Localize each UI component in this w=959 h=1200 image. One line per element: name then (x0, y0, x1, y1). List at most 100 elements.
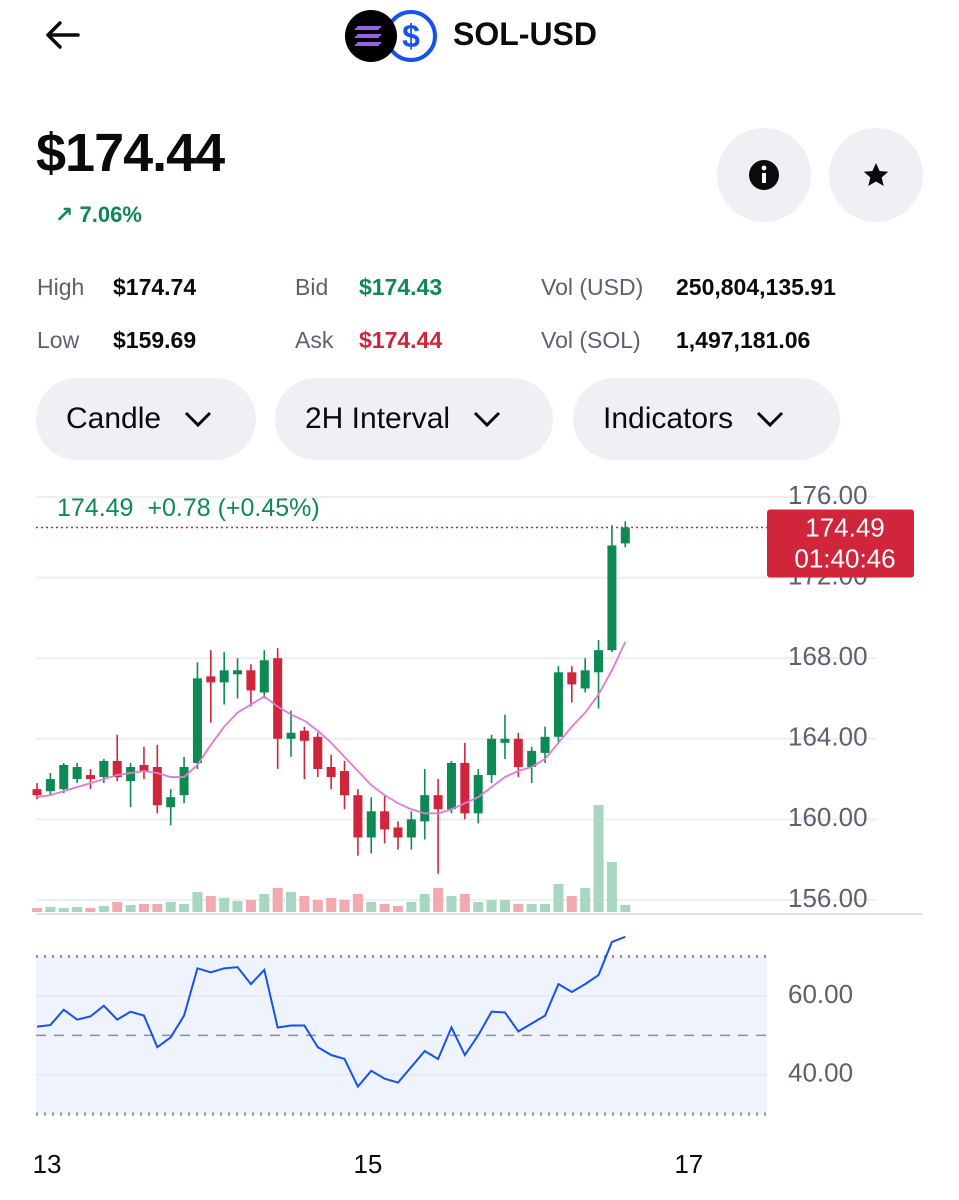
volume-bar (312, 900, 323, 912)
candle-body (152, 766, 162, 806)
candle-body (366, 811, 376, 838)
legend-change: +0.78 (147, 494, 211, 522)
volume-bar (232, 901, 243, 912)
candle-body (246, 670, 256, 691)
volume-bar (272, 888, 283, 912)
candle-body (192, 678, 202, 763)
volume-bar (138, 904, 149, 912)
volume-bar (526, 904, 537, 912)
volume-bar (165, 902, 176, 912)
volume-bar (540, 904, 551, 912)
x-tick-label: 17 (674, 1149, 703, 1179)
x-tick-label: 13 (33, 1149, 62, 1179)
volume-bar (219, 898, 230, 912)
candle-body (420, 795, 430, 822)
control-pill[interactable]: Candle (36, 378, 256, 460)
info-button[interactable] (717, 128, 811, 222)
volume-bar (259, 894, 270, 912)
candle-body (594, 650, 604, 673)
candle-body (607, 545, 617, 651)
candle-body (85, 775, 95, 780)
control-label: Indicators (603, 402, 734, 435)
candle-body (473, 775, 483, 814)
volume-bar (406, 902, 417, 912)
volume-bar (152, 904, 163, 912)
volume-bar (446, 896, 457, 912)
y-tick-label: 40.00 (788, 1058, 853, 1088)
svg-text:$: $ (402, 18, 420, 54)
volume-bar (459, 894, 470, 912)
chevron (757, 411, 784, 428)
legend-close: 174.49 (57, 494, 134, 522)
candle-body (446, 762, 456, 810)
volume-bar (85, 908, 96, 912)
y-tick-label: 164.00 (788, 722, 868, 752)
volume-bar (499, 900, 510, 912)
control-pill[interactable]: 2H Interval (275, 378, 553, 460)
candle-body (286, 732, 296, 739)
countdown-label: 01:40:46 (794, 543, 895, 573)
volume-bar (379, 904, 390, 912)
candle-body (460, 762, 470, 814)
price-change: ↗ 7.06% (55, 202, 142, 227)
candle-body (273, 658, 283, 739)
volume-bar (620, 905, 631, 912)
candle-body (72, 766, 82, 780)
y-tick-label: 176.00 (788, 480, 868, 510)
pair-logo: $ (345, 10, 437, 62)
stat-value: $159.69 (113, 327, 197, 353)
candle-body (567, 672, 577, 685)
candle-body (553, 672, 563, 737)
candle-body (513, 738, 523, 767)
volume-bar (45, 907, 56, 912)
candle-body (59, 764, 69, 790)
price: $174.44 (36, 123, 225, 183)
volume-bar (513, 904, 524, 912)
volume-bar (566, 896, 577, 912)
candle-body (206, 676, 216, 683)
stat-label: High (37, 274, 85, 300)
volume-bar (98, 906, 109, 912)
candle-body (487, 738, 497, 776)
candle-body (299, 730, 309, 741)
stat-label: Bid (295, 274, 329, 300)
x-tick-label: 15 (353, 1149, 382, 1179)
last-price-tag (767, 509, 914, 578)
volume-bar (245, 900, 256, 912)
favorite-button[interactable] (829, 128, 923, 222)
chevron (185, 411, 212, 428)
volume-bar (299, 896, 310, 912)
ma-line (36, 641, 627, 815)
stat-value: 1,497,181.06 (676, 327, 811, 353)
candle-body (99, 760, 109, 778)
candle-body (179, 766, 189, 796)
volume-bar (392, 906, 403, 912)
y-tick-label: 168.00 (788, 641, 868, 671)
candle-body (500, 738, 510, 743)
candle-body (313, 736, 323, 769)
volume-bar (205, 896, 216, 912)
candle-body (380, 811, 390, 830)
volume-bar (112, 902, 123, 912)
pair-title: SOL-USD (453, 16, 597, 52)
candle-body (406, 819, 416, 838)
candle-body (620, 527, 630, 544)
volume-bar (32, 908, 42, 912)
back-arrow[interactable] (44, 20, 82, 50)
candle-body (527, 750, 537, 767)
volume-bar (366, 902, 377, 912)
candle-body (340, 771, 350, 796)
volume-bar (352, 894, 363, 912)
candle-body (219, 670, 229, 683)
candle-body (353, 795, 363, 838)
y-tick-label: 60.00 (788, 979, 853, 1009)
volume-bar (339, 900, 350, 912)
stat-value: 250,804,135.91 (676, 274, 836, 300)
volume-bar (125, 905, 136, 912)
control-pill[interactable]: Indicators (573, 378, 840, 460)
candle-body (580, 670, 590, 689)
candle-body (32, 789, 42, 796)
volume-bar (179, 904, 190, 912)
volume-bar (606, 862, 617, 912)
